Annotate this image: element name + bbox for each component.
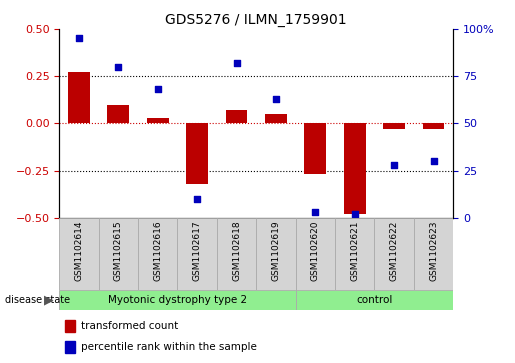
Text: Myotonic dystrophy type 2: Myotonic dystrophy type 2 bbox=[108, 295, 247, 305]
Bar bbox=[335, 218, 374, 290]
Bar bbox=[296, 290, 453, 310]
Text: percentile rank within the sample: percentile rank within the sample bbox=[81, 342, 257, 352]
Text: GSM1102621: GSM1102621 bbox=[350, 221, 359, 281]
Text: disease state: disease state bbox=[5, 295, 70, 305]
Bar bbox=[383, 123, 405, 129]
Text: GSM1102623: GSM1102623 bbox=[429, 221, 438, 281]
Bar bbox=[59, 290, 296, 310]
Bar bbox=[226, 110, 247, 123]
Text: GSM1102614: GSM1102614 bbox=[75, 221, 83, 281]
Point bbox=[232, 60, 241, 66]
Point bbox=[351, 211, 359, 217]
Point bbox=[114, 64, 123, 70]
Title: GDS5276 / ILMN_1759901: GDS5276 / ILMN_1759901 bbox=[165, 13, 347, 26]
Bar bbox=[68, 73, 90, 123]
Bar bbox=[423, 123, 444, 129]
Bar bbox=[304, 123, 326, 174]
Bar bbox=[99, 218, 138, 290]
Bar bbox=[414, 218, 453, 290]
Point bbox=[430, 158, 438, 164]
Point bbox=[390, 162, 398, 168]
Point bbox=[311, 209, 319, 215]
Text: GSM1102617: GSM1102617 bbox=[193, 221, 201, 281]
Text: control: control bbox=[356, 295, 392, 305]
Point bbox=[153, 86, 162, 92]
Text: GSM1102616: GSM1102616 bbox=[153, 221, 162, 281]
Bar bbox=[186, 123, 208, 184]
Text: GSM1102620: GSM1102620 bbox=[311, 221, 320, 281]
Bar bbox=[65, 341, 75, 353]
Bar bbox=[138, 218, 177, 290]
Bar bbox=[108, 105, 129, 123]
Point bbox=[272, 96, 280, 102]
Bar bbox=[217, 218, 256, 290]
Bar bbox=[65, 320, 75, 332]
Text: ▶: ▶ bbox=[44, 294, 54, 307]
Point bbox=[193, 196, 201, 202]
Bar bbox=[256, 218, 296, 290]
Point bbox=[75, 36, 83, 41]
Text: GSM1102615: GSM1102615 bbox=[114, 221, 123, 281]
Bar bbox=[147, 118, 168, 123]
Bar bbox=[59, 218, 99, 290]
Bar bbox=[374, 218, 414, 290]
Bar bbox=[344, 123, 366, 214]
Text: GSM1102619: GSM1102619 bbox=[271, 221, 280, 281]
Text: GSM1102622: GSM1102622 bbox=[390, 221, 399, 281]
Text: GSM1102618: GSM1102618 bbox=[232, 221, 241, 281]
Bar bbox=[296, 218, 335, 290]
Bar bbox=[177, 218, 217, 290]
Bar bbox=[265, 114, 287, 123]
Text: transformed count: transformed count bbox=[81, 321, 178, 331]
